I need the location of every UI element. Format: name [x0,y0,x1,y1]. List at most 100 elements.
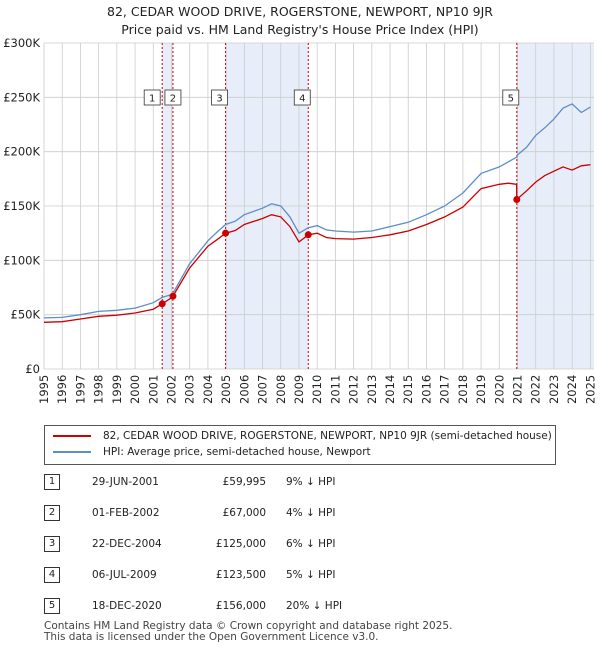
price-chart: 1 2 3 4 5 £0 £50K £100K £150K £200K £250K £300K 199… [3,36,597,404]
sale-hpi-diff: 5% ↓ HPI [286,569,336,581]
x-tick-label: 2015 [401,375,415,404]
y-tick-label: £300K [3,36,40,50]
sale-price: £156,000 [215,600,266,612]
sale-points [158,195,521,308]
sale-labels: 1 2 3 4 5 [143,89,520,106]
sale-date: 06-JUL-2009 [92,569,157,581]
sale-label: 2 [164,89,182,106]
sale-label-box [211,89,228,106]
x-tick-label: 2012 [347,375,361,404]
y-tick-label: £250K [3,90,40,104]
sale-number-badge: 5 [44,598,60,614]
x-tick-label: 2009 [292,375,306,404]
sale-hpi-diff: 20% ↓ HPI [286,600,343,612]
sale-date: 22-DEC-2004 [92,538,162,550]
sale-number-badge: 1 [44,474,60,490]
x-tick-label: 2002 [164,375,178,404]
x-tick-label: 1997 [73,375,87,404]
sale-label-box [164,89,182,106]
x-tick-label: 1998 [92,375,106,404]
table-row: 4 06-JUL-2009 £123,500 5% ↓ HPI [0,563,600,587]
legend-label-property: 82, CEDAR WOOD DRIVE, ROGERSTONE, NEWPOR… [103,430,552,442]
x-tick-label: 1995 [37,375,51,404]
sale-hpi-diff: 4% ↓ HPI [286,507,336,519]
x-tick-label: 2005 [219,375,233,404]
legend-swatch-hpi [53,451,91,453]
sale-price: £123,500 [215,569,266,581]
x-tick-label: 2016 [419,375,433,404]
x-tick-label: 2007 [256,375,270,404]
legend-item-property: 82, CEDAR WOOD DRIVE, ROGERSTONE, NEWPOR… [53,428,552,444]
series-lines [43,103,591,323]
x-tick-label: 2023 [547,375,561,404]
sale-label-number: 1 [149,94,155,105]
x-tick-label: 2021 [511,375,525,404]
x-tick-label: 1999 [110,375,124,404]
y-tick-label: £0 [25,362,40,376]
x-tick-label: 2020 [492,375,506,404]
legend-label-hpi: HPI: Average price, semi-detached house,… [103,446,371,458]
table-row: 1 29-JUN-2001 £59,995 9% ↓ HPI [0,470,600,494]
sale-point [169,292,177,300]
footer-licence: This data is licensed under the Open Gov… [44,631,379,643]
x-tick-label: 2017 [438,375,452,404]
sale-label: 1 [143,89,161,106]
x-tick-label: 2010 [310,375,324,404]
sale-date: 29-JUN-2001 [92,476,159,488]
x-tick-label: 2008 [274,375,288,404]
sale-number-badge: 2 [44,505,60,521]
x-tick-label: 2014 [383,375,397,404]
sale-label-number: 3 [216,94,222,105]
sale-label-box [143,89,161,106]
sale-hpi-diff: 6% ↓ HPI [286,538,336,550]
legend-item-hpi: HPI: Average price, semi-detached house,… [53,444,371,460]
sale-price: £125,000 [215,538,266,550]
sale-point [158,300,166,308]
sale-number-badge: 3 [44,536,60,552]
x-tick-label: 2004 [201,375,215,404]
sale-hpi-diff: 9% ↓ HPI [286,476,336,488]
x-tick-label: 2018 [456,375,470,404]
x-tick-label: 2003 [183,375,197,404]
sale-label: 4 [293,89,311,106]
sale-number-badge: 4 [44,567,60,583]
sale-label-box [502,89,520,106]
footer: Contains HM Land Registry data © Crown c… [44,621,452,643]
x-tick-label: 2006 [237,375,251,404]
x-tick-label: 2025 [583,375,597,404]
x-tick-label: 1996 [55,375,69,404]
sale-date: 01-FEB-2002 [92,507,160,519]
sale-label-number: 5 [508,94,514,105]
legend: 82, CEDAR WOOD DRIVE, ROGERSTONE, NEWPOR… [44,425,556,465]
sale-point [222,229,230,237]
sale-point [513,195,521,203]
x-tick-label: 2011 [328,375,342,404]
sale-label-number: 4 [299,94,305,105]
hpi-line [43,103,591,319]
sale-label-number: 2 [170,94,176,105]
sale-point [304,231,312,239]
chart-title-line2: Price paid vs. HM Land Registry's House … [121,22,479,37]
y-tick-label: £150K [3,199,40,213]
x-tick-label: 2022 [529,375,543,404]
sale-price: £67,000 [222,507,266,519]
table-row: 2 01-FEB-2002 £67,000 4% ↓ HPI [0,501,600,525]
x-tick-label: 2019 [474,375,488,404]
sale-label-box [293,89,311,106]
x-tick-label: 2013 [365,375,379,404]
table-row: 3 22-DEC-2004 £125,000 6% ↓ HPI [0,532,600,556]
y-tick-label: £100K [3,253,40,267]
x-tick-label: 2000 [128,375,142,404]
y-tick-label: £50K [11,308,41,322]
legend-swatch-property [53,435,91,437]
sale-label: 5 [502,89,520,106]
table-row: 5 18-DEC-2020 £156,000 20% ↓ HPI [0,594,600,618]
chart-title-line1: 82, CEDAR WOOD DRIVE, ROGERSTONE, NEWPOR… [107,4,493,19]
property-price-line [43,164,591,323]
y-tick-label: £200K [3,145,40,159]
x-tick-label: 2024 [565,375,579,404]
sale-price: £59,995 [222,476,266,488]
sale-label: 3 [211,89,228,106]
sale-date: 18-DEC-2020 [92,600,162,612]
footer-copyright: Contains HM Land Registry data © Crown c… [44,620,453,632]
